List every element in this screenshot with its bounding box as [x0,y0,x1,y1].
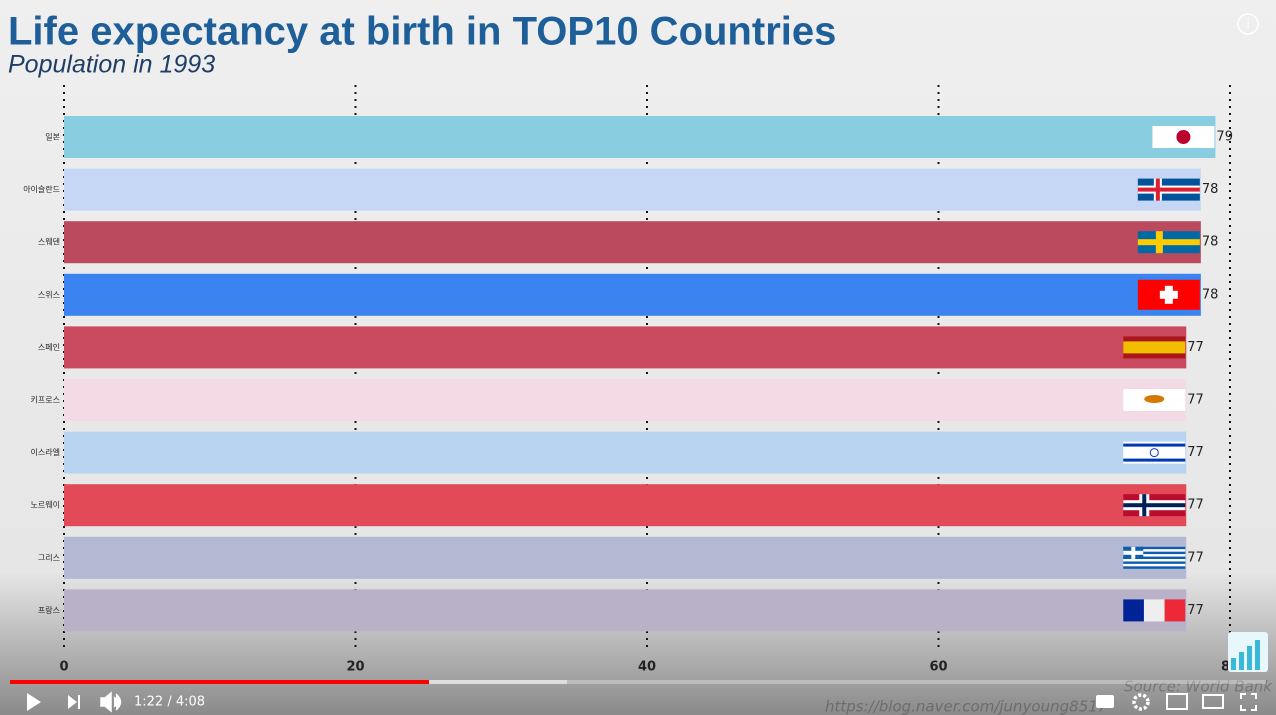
flag-part [1123,441,1186,464]
next-button[interactable] [68,695,80,709]
flag [1123,546,1186,569]
flag-part [1123,549,1186,552]
progress-track[interactable] [10,680,1266,684]
bar [64,221,1201,264]
watermark: https://blog.naver.com/junyoung8517 [825,698,1108,715]
flag-part [1123,503,1186,508]
flag-part [1137,239,1200,246]
flag [1123,494,1186,517]
progress-played [10,680,429,684]
value-label: 77 [1187,550,1204,565]
value-label: 78 [1202,235,1219,250]
flag [1137,231,1200,254]
bar [64,589,1187,632]
y-tick-label: 스위스 [38,290,60,299]
value-label: 77 [1187,445,1204,460]
value-label: 79 [1216,130,1233,145]
value-label: 77 [1187,340,1204,355]
flag-part [1149,448,1159,458]
settings-button[interactable] [1132,693,1150,711]
flag-part [1123,561,1186,564]
fullscreen-button[interactable] [1240,693,1257,711]
flag-part [1176,130,1191,144]
bar [64,326,1187,369]
volume-button[interactable] [100,691,122,713]
miniplayer-button[interactable] [1166,693,1188,710]
x-tick-label: 0 [59,660,68,675]
y-tick-label: 노르웨이 [31,500,60,510]
flag-part [1123,550,1144,555]
flag [1123,599,1186,622]
value-label: 78 [1202,182,1219,197]
flag-part [1123,566,1186,569]
flag-part [1159,290,1178,299]
flag [1123,389,1186,411]
theater-button[interactable] [1202,694,1224,709]
bar [64,484,1187,527]
flag-part [1143,599,1165,622]
y-tick-label: 아이슬란드 [23,184,60,194]
flag [1137,279,1200,310]
chart-subtitle: Population in 1993 [8,51,215,79]
bar [64,273,1201,316]
channel-logo [1228,632,1268,672]
bar [64,536,1187,579]
play-button[interactable] [27,693,41,711]
y-tick-label: 일본 [45,133,60,142]
flag-part [1123,554,1186,557]
bar [64,168,1201,211]
flag-part [1123,556,1186,560]
y-tick-label: 스웨덴 [38,237,60,247]
flag-part [1123,551,1186,555]
y-tick-label: 스페인 [38,342,60,352]
flag [1152,126,1215,148]
flag-part [1164,599,1186,622]
flag-part [1123,599,1144,622]
flag-part [1144,395,1165,403]
info-icon: i [1246,18,1250,33]
bar [64,116,1216,158]
flag [1123,441,1186,464]
flag-part [1123,443,1186,447]
time-display: 1:22 / 4:08 [134,695,205,710]
flag [1123,336,1186,359]
value-label: 78 [1202,287,1219,302]
flag-part [1137,187,1200,192]
x-tick-label: 60 [929,660,947,675]
y-tick-label: 키프로스 [31,396,60,405]
bar [64,379,1187,421]
flag-part [1123,546,1186,550]
value-label: 77 [1187,603,1204,618]
value-label: 77 [1187,393,1204,408]
x-tick-label: 20 [346,660,364,675]
flag [1137,178,1200,201]
subtitles-button[interactable] [1096,695,1114,708]
y-tick-label: 프랑스 [38,605,60,615]
flag-part [1123,559,1186,562]
chart-title: Life expectancy at birth in TOP10 Countr… [8,10,836,54]
x-tick-label: 40 [638,660,656,675]
flag-part [1123,563,1186,567]
y-tick-label: 그리스 [38,553,60,562]
flag-part [1123,341,1186,354]
plot: 020406080일본79아이슬란드78스웨덴78스위스78스페인77키프로스7… [23,85,1239,675]
flag-part [1123,458,1186,462]
value-label: 77 [1187,498,1204,513]
source: Source: World Bank [1124,678,1273,696]
bar [64,431,1187,474]
info-button[interactable] [1237,13,1259,35]
y-tick-label: 이스라엘 [31,447,60,457]
